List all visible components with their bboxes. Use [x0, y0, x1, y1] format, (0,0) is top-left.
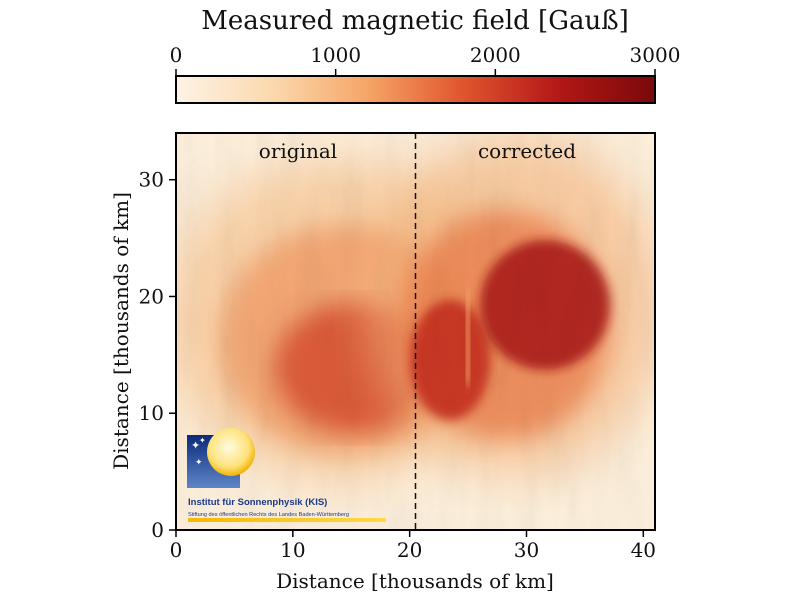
panel-label-corrected: corrected	[478, 139, 576, 163]
y-tick-label: 30	[139, 168, 164, 192]
colorbar-label: Measured magnetic field [Gauß]	[201, 6, 628, 36]
x-axis-label: Distance [thousands of km]	[276, 569, 554, 593]
y-axis-label: Distance [thousands of km]	[109, 192, 133, 470]
colorbar-tick-label: 3000	[630, 43, 681, 67]
y-axis-ticks: 0 10 20 30	[139, 168, 176, 542]
x-tick-label: 30	[514, 538, 539, 562]
logo-bar	[188, 518, 386, 522]
colorbar-tick-label: 2000	[470, 43, 521, 67]
colorbar-ticks: 0 1000 2000 3000	[170, 43, 681, 76]
heatmap: ✦ ✦ ✦ Institut für Sonnenphysik (KIS) St…	[176, 133, 655, 530]
star-icon: ✦	[191, 439, 200, 452]
colorbar	[175, 75, 656, 104]
logo-title: Institut für Sonnenphysik (KIS)	[188, 497, 327, 508]
x-tick-label: 20	[397, 538, 422, 562]
sun-icon	[207, 428, 255, 476]
logo-subtitle: Stiftung des öffentlichen Rechts des Lan…	[188, 512, 349, 518]
colorbar-tick-label: 1000	[310, 43, 361, 67]
x-tick-label: 40	[631, 538, 656, 562]
star-icon: ✦	[195, 458, 203, 468]
panel-label-original: original	[259, 139, 337, 163]
star-icon: ✦	[199, 436, 206, 445]
y-tick-label: 10	[139, 401, 164, 425]
x-tick-label: 0	[170, 538, 183, 562]
x-tick-label: 10	[280, 538, 305, 562]
colorbar-tick-label: 0	[170, 43, 183, 67]
fibril-texture	[176, 133, 655, 530]
x-axis-ticks: 0 10 20 30 40	[170, 530, 656, 562]
y-tick-label: 20	[139, 284, 164, 308]
plot-frame	[175, 132, 656, 531]
kis-logo: ✦ ✦ ✦ Institut für Sonnenphysik (KIS) St…	[187, 428, 386, 522]
y-tick-label: 0	[151, 518, 164, 542]
